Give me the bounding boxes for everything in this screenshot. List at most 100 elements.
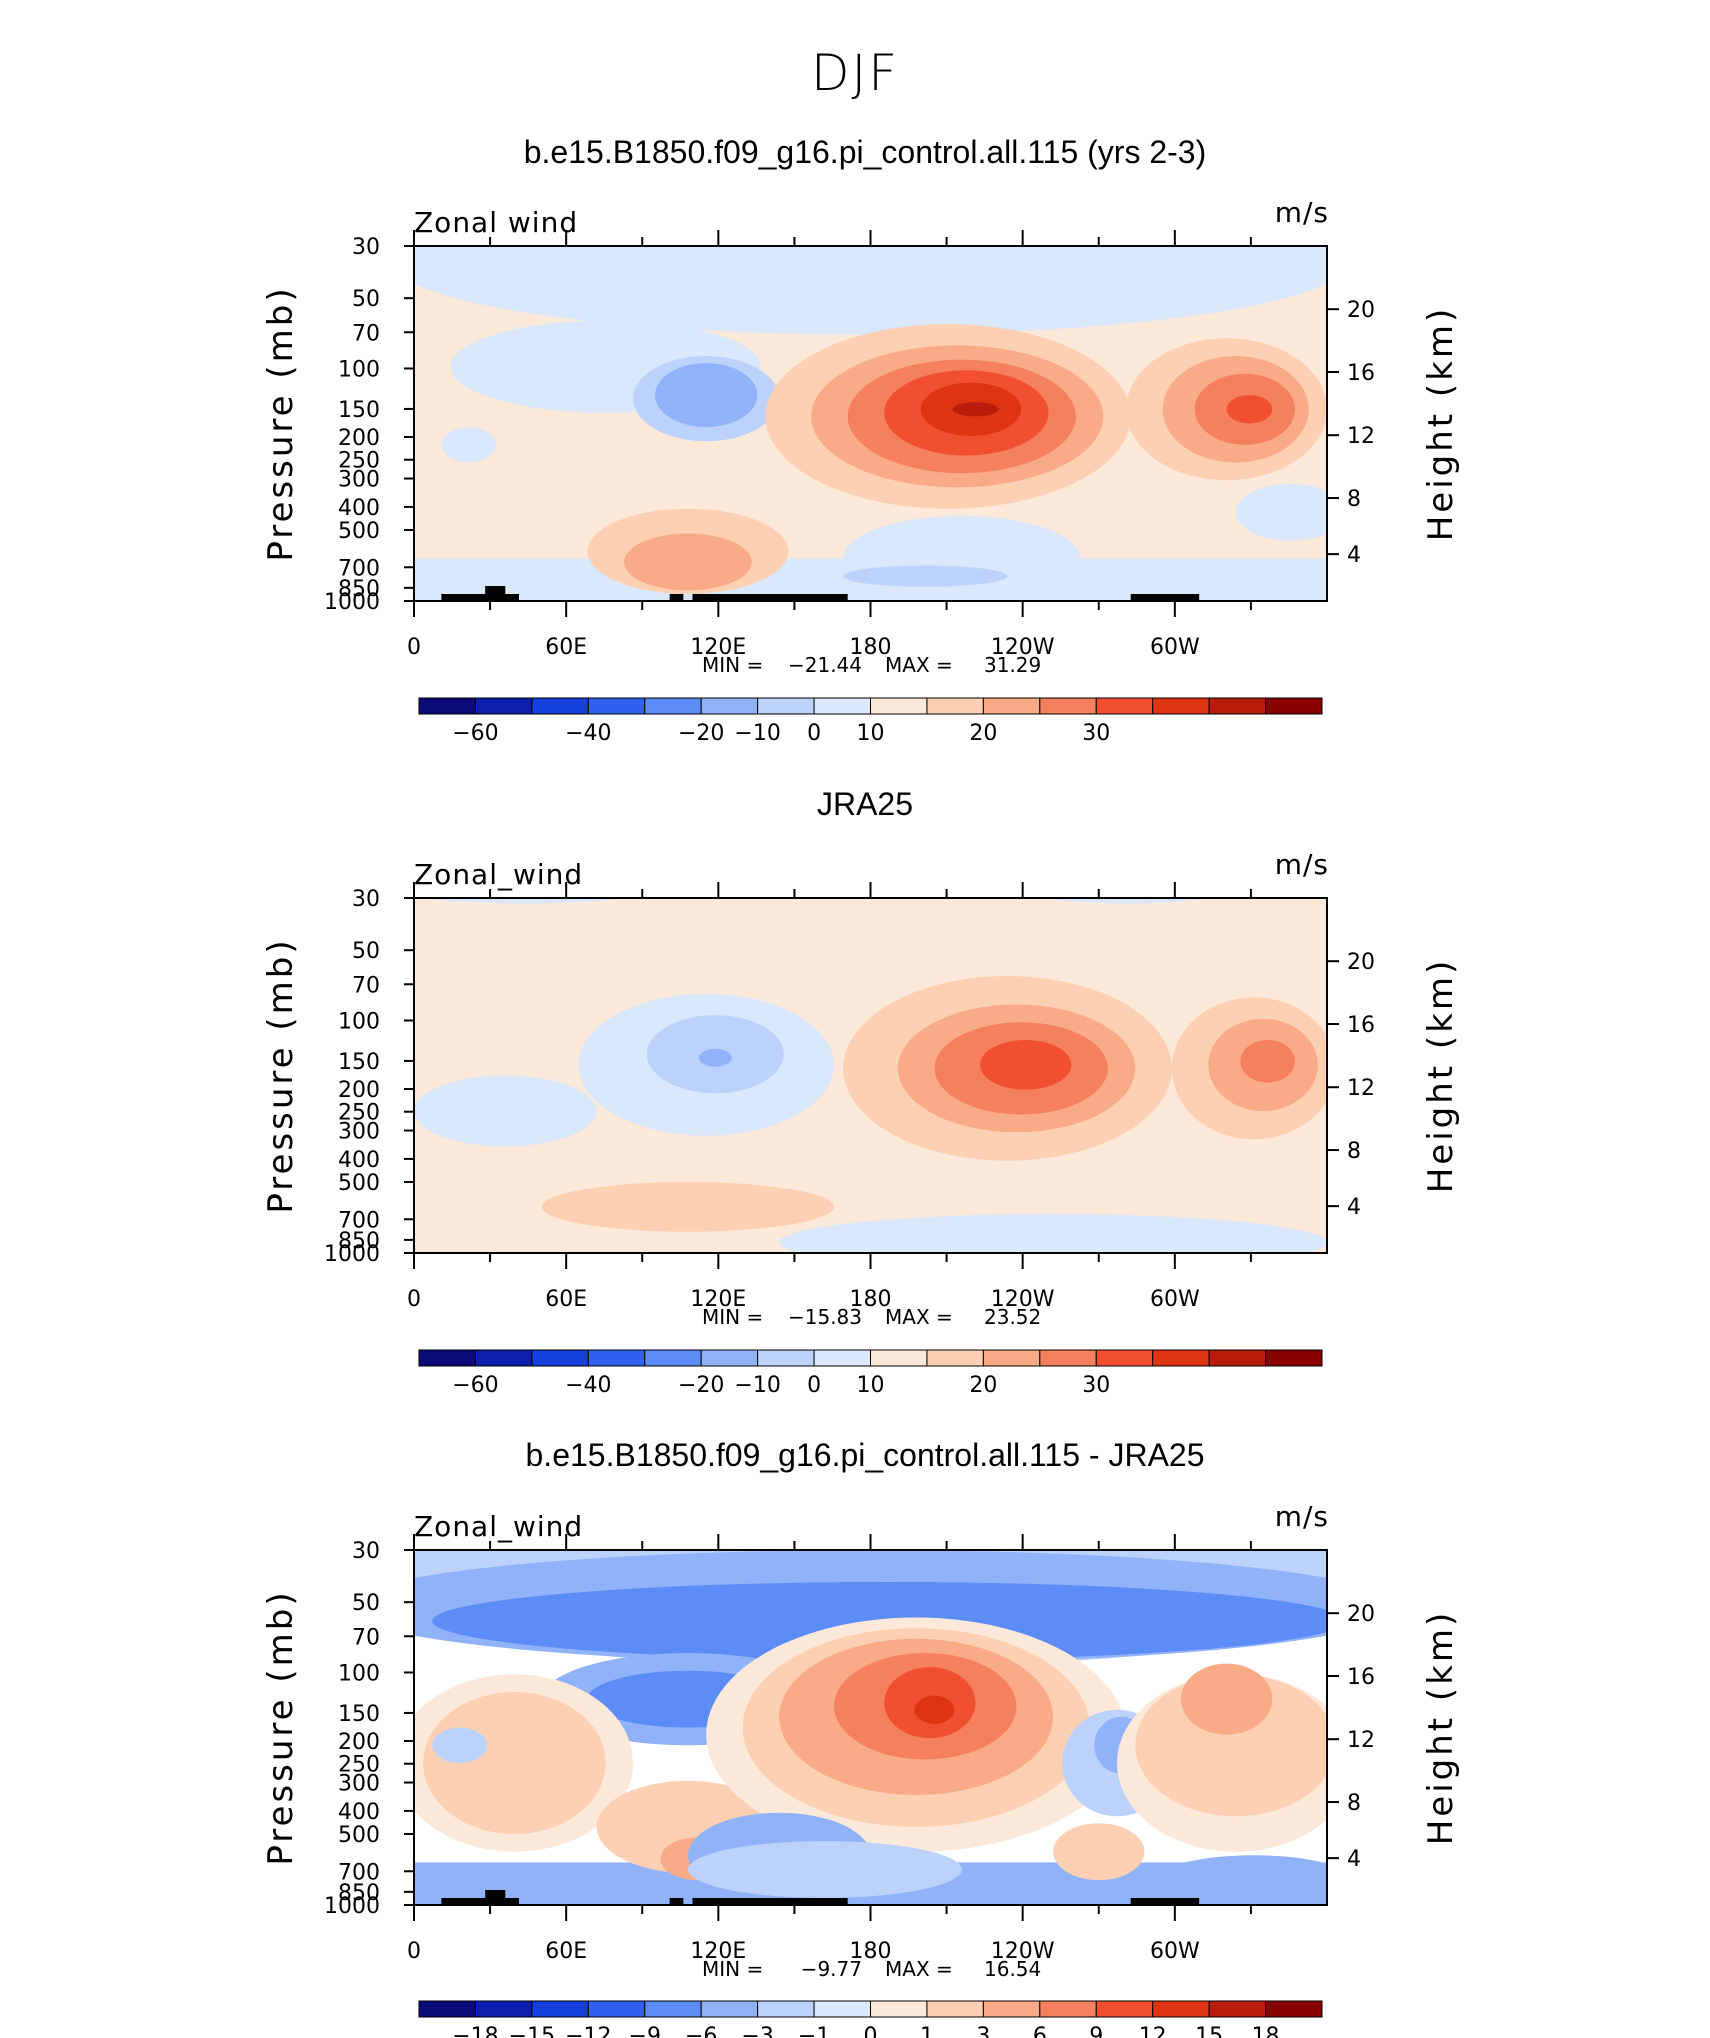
terrain-mask [441,1898,519,1905]
lon-tick-label: 60E [545,635,587,660]
colorbar-tick-label: 20 [969,721,997,746]
colorbar-swatch [870,1349,928,1367]
pressure-tick-label: 700 [338,1208,380,1233]
pressure-axis-title: Pressure (mb) [261,937,301,1213]
pressure-axis-title: Pressure (mb) [261,1589,301,1865]
contour-region [843,565,1008,587]
lon-tick-label: 0 [407,1287,421,1312]
colorbar-tick-label: −10 [734,721,780,746]
panel-1: 3050701001502002503004005007008501000201… [261,196,1461,746]
field-label: Zonal_wind [414,1510,583,1543]
pressure-tick-label: 250 [338,1753,380,1778]
terrain-mask [1130,594,1200,601]
colorbar-swatch [418,697,476,715]
colorbar-tick-label: −60 [452,1373,498,1398]
max-label: MAX = [885,1305,953,1329]
colorbar-swatch [1095,697,1154,715]
lon-tick-label: 0 [407,635,421,660]
contour-region [423,1692,606,1834]
pressure-tick-label: 150 [338,1702,380,1727]
colorbar-swatch [1265,2000,1323,2018]
terrain-mask [485,586,506,601]
colorbar-tick-label: 10 [857,721,885,746]
height-axis-title: Height (km) [1421,958,1461,1194]
colorbar-swatch [644,1349,702,1367]
colorbar-swatch [757,697,815,715]
min-value: −21.44 [788,653,862,677]
colorbar-tick-label: 0 [807,721,821,746]
panel-1-title: b.e15.B1850.f09_g16.pi_control.all.115 (… [523,134,1207,170]
colorbar-tick-label: −6 [685,2024,717,2038]
colorbar-tick-label: 1 [920,2024,934,2038]
pressure-tick-label: 400 [338,1148,380,1173]
colorbar-tick-label: 15 [1195,2024,1223,2038]
contour-region [1162,1855,1327,1898]
pressure-tick-label: 250 [338,1101,380,1126]
colorbar-tick-label: 9 [1089,2024,1103,2038]
colorbar-tick-label: −10 [734,1373,780,1398]
colorbar-swatch [982,697,1041,715]
height-axis-title: Height (km) [1421,306,1461,542]
colorbar-swatch [757,1349,815,1367]
colorbar-swatch [813,697,871,715]
panel-3-title: b.e15.B1850.f09_g16.pi_control.all.115 -… [525,1437,1205,1473]
height-tick-label: 4 [1347,543,1361,568]
colorbar-tick-label: 10 [857,1373,885,1398]
colorbar-tick-label: −9 [629,2024,661,2038]
colorbar-swatch [418,2000,476,2018]
colorbar-tick-label: 18 [1252,2024,1280,2038]
units-label: m/s [1275,1500,1329,1533]
colorbar-swatch [982,1349,1041,1367]
colorbar-swatch [1095,1349,1154,1367]
colorbar-tick-label: −60 [452,721,498,746]
panel-2: 3050701001502002503004005007008501000201… [261,848,1461,1398]
height-tick-label: 20 [1347,950,1375,975]
pressure-tick-label: 100 [338,357,380,382]
min-label: MIN = [702,1957,763,1981]
pressure-tick-label: 50 [352,1591,380,1616]
contour-region [1180,1663,1273,1735]
pressure-tick-label: 70 [352,321,380,346]
colorbar-swatch [1208,1349,1267,1367]
contour-region [698,1048,732,1067]
colorbar-swatch [1152,2000,1210,2018]
pressure-tick-label: 100 [338,1661,380,1686]
contour-region [1226,395,1273,424]
pressure-tick-label: 1000 [324,1242,380,1267]
min-value: −9.77 [801,1957,862,1981]
lon-tick-label: 120E [690,1287,746,1312]
pressure-tick-label: 400 [338,1800,380,1825]
colorbar-swatch [982,2000,1041,2018]
colorbar-swatch [1208,2000,1267,2018]
colorbar-swatch [757,2000,815,2018]
colorbar-swatch [1039,697,1097,715]
min-label: MIN = [702,1305,763,1329]
colorbar-swatch [531,2000,589,2018]
colorbar-swatch [587,697,646,715]
lon-tick-label: 120W [991,1287,1055,1312]
contour-region [843,515,1081,601]
colorbar-swatch [1152,697,1210,715]
pressure-tick-label: 200 [338,426,380,451]
height-tick-label: 8 [1347,1791,1361,1816]
pressure-tick-label: 100 [338,1009,380,1034]
colorbar-swatch [1265,697,1323,715]
contour-region [414,1075,597,1147]
colorbar-swatch [1039,1349,1097,1367]
pressure-tick-label: 1000 [324,590,380,615]
contour-field-2 [414,898,1327,1253]
terrain-mask [441,594,519,601]
colorbar-swatch [1208,697,1267,715]
pressure-tick-label: 1000 [324,1894,380,1919]
colorbar-swatch [700,2000,759,2018]
height-tick-label: 12 [1347,424,1375,449]
contour-region [644,1703,677,1717]
contour-region [1240,1040,1296,1083]
height-tick-label: 16 [1347,361,1375,386]
colorbar-swatch [870,2000,928,2018]
colorbar-swatch [644,2000,702,2018]
max-value: 23.52 [984,1305,1041,1329]
colorbar-swatch [474,2000,533,2018]
pressure-tick-label: 30 [352,235,380,260]
pressure-tick-label: 400 [338,496,380,521]
